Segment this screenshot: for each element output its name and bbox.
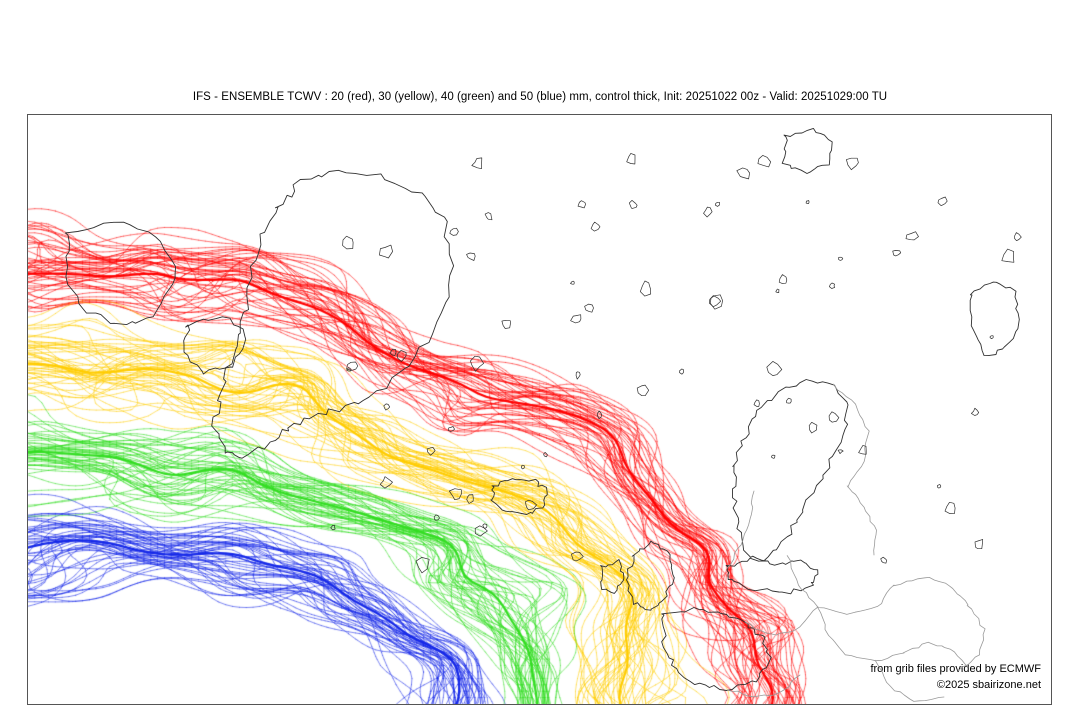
map-outline-path (524, 499, 537, 511)
map-outline-path (832, 383, 870, 488)
map-outline-path (471, 157, 483, 170)
map-outline-path (971, 407, 980, 416)
map-outline-path (837, 256, 844, 261)
map-outline-path (520, 464, 525, 470)
map-outline-path (346, 367, 352, 372)
map-outline-path (936, 484, 942, 489)
map-outline-path (679, 368, 685, 375)
map-outline-path (957, 605, 986, 672)
map-outline-path (726, 490, 755, 569)
ensemble-spaghetti-contours (28, 115, 1051, 704)
map-outline-path (484, 212, 493, 221)
map-outline-path (570, 314, 582, 324)
map-outline-path (415, 557, 430, 574)
map-outline-path (846, 485, 877, 556)
map-outline-path (736, 167, 750, 180)
map-outline-path (775, 288, 780, 293)
map-outline-path (726, 674, 801, 698)
map-outline-path (482, 523, 488, 529)
map-outline-path (64, 221, 177, 326)
map-outline-path (346, 361, 359, 371)
map-outline-path (808, 421, 818, 434)
map-outline-path (600, 559, 625, 594)
map-outline-path (330, 525, 336, 531)
map-outline-path (744, 606, 819, 636)
map-outline-path (590, 221, 601, 232)
map-outline-path (703, 206, 713, 218)
map-outline-path (846, 157, 859, 171)
map-outline-path (466, 252, 476, 261)
map-outline-path (397, 350, 407, 362)
map-plot-area: from grib files provided by ECMWF ©2025 … (27, 114, 1052, 705)
map-outline-path (211, 169, 455, 459)
map-outline-path (474, 525, 488, 537)
page-title: IFS - ENSEMBLE TCWV : 20 (red), 30 (yell… (192, 91, 888, 103)
map-outline-path (828, 411, 840, 423)
map-outline-path (342, 235, 354, 250)
map-outline-path (892, 250, 902, 257)
map-outline-path (389, 348, 397, 356)
map-outline-path (577, 200, 586, 209)
map-outline-path (661, 607, 772, 691)
map-outline-path (426, 447, 436, 456)
map-outline-path (858, 445, 867, 455)
map-outline-path (639, 280, 652, 297)
map-outline-path (766, 361, 783, 376)
map-outline-path (786, 397, 792, 404)
map-outline-path (989, 335, 994, 340)
map-outline-path (902, 641, 969, 668)
map-outline-path (880, 556, 888, 564)
map-outline-path (626, 153, 636, 165)
map-outline-path (466, 494, 474, 504)
map-outline-path (786, 555, 895, 615)
map-outline-path (732, 379, 849, 562)
map-outline-path (490, 478, 548, 515)
map-outline-path (892, 577, 969, 606)
map-outline-path (379, 244, 393, 259)
map-outline-path (771, 454, 776, 459)
map-outline-path (433, 514, 440, 521)
map-outline-path (584, 303, 594, 313)
map-outline-path (571, 551, 584, 562)
map-outline-path (781, 127, 833, 174)
map-outline-path (708, 295, 722, 308)
map-outline-path (1001, 248, 1015, 263)
map-outline-path (829, 282, 836, 289)
map-outline-path (778, 274, 788, 284)
map-outline-path (447, 426, 455, 432)
map-outline-path (874, 659, 945, 702)
map-outline-path (183, 316, 247, 375)
map-outline-path (449, 227, 459, 236)
map-outline-path (575, 371, 581, 380)
map-outline-path (383, 403, 391, 411)
map-outline-path (969, 281, 1020, 357)
map-outline-path (753, 399, 760, 407)
map-outline-path (974, 539, 984, 550)
map-outline-path (636, 384, 650, 397)
map-outline-path (805, 200, 810, 205)
map-outline-path (725, 557, 819, 595)
map-outline-path (944, 501, 956, 514)
map-outline-path (570, 280, 575, 285)
map-outline-path (816, 606, 905, 662)
map-outline-path (379, 476, 393, 489)
map-outline-path (501, 319, 511, 329)
map-outline-path (448, 488, 462, 501)
map-outline-path (470, 355, 485, 372)
map-outline-path (543, 452, 548, 458)
map-outline-path (837, 449, 844, 454)
map-outline-path (905, 231, 919, 241)
map-outline-path (937, 196, 948, 207)
map-outline-path (709, 294, 723, 310)
map-coastline-layer (64, 127, 1022, 702)
map-outline-path (1014, 232, 1022, 242)
map-outline-path (626, 540, 675, 611)
map-outline-path (628, 200, 638, 209)
map-outline-path (757, 155, 772, 168)
map-outline-path (714, 201, 720, 207)
map-outline-path (597, 410, 603, 420)
